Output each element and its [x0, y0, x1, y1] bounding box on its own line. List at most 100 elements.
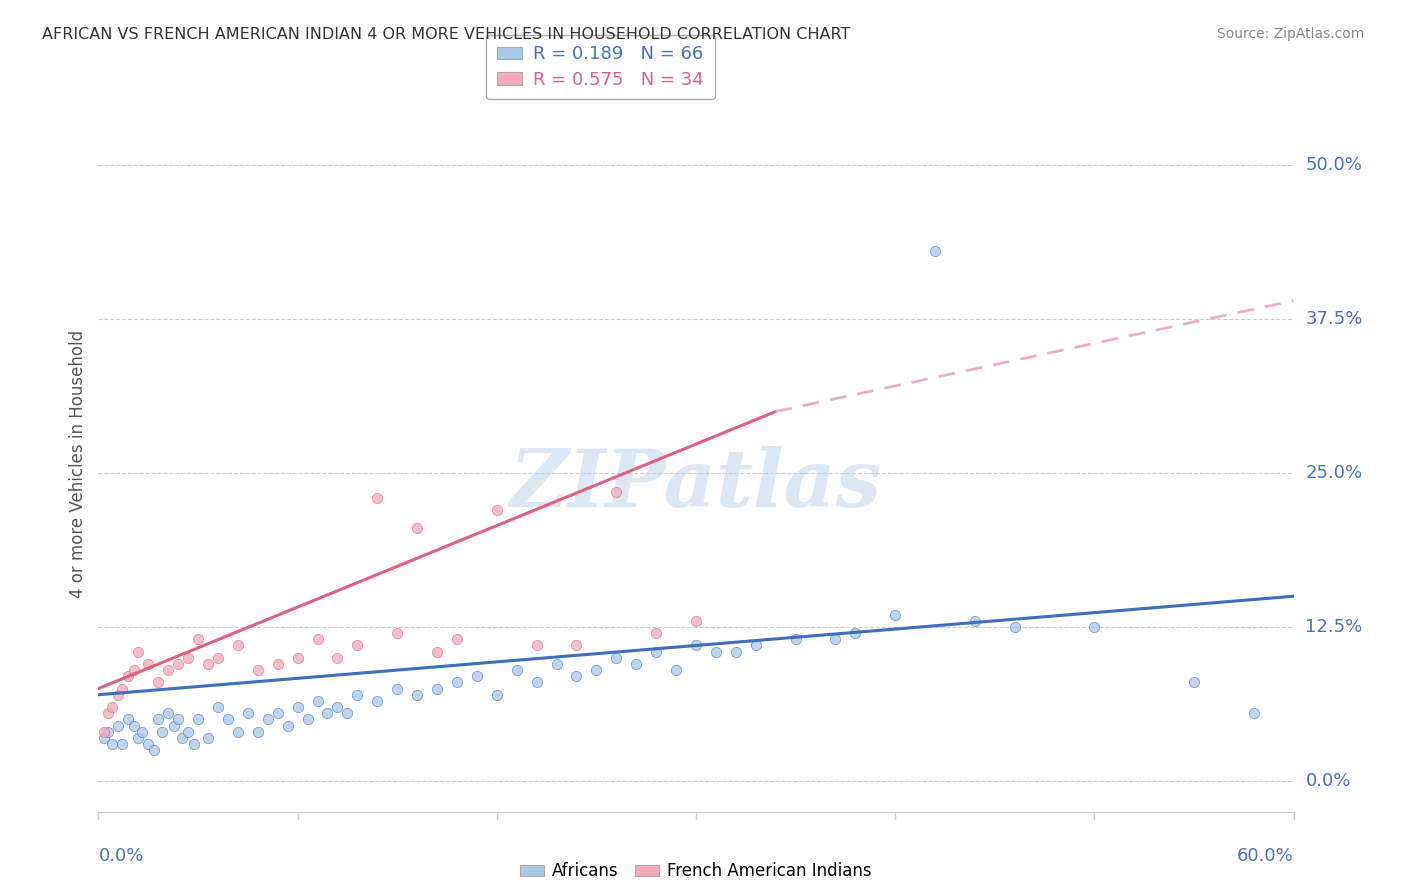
- Point: [884, 607, 907, 622]
- Point: [226, 639, 249, 653]
- Point: [117, 669, 139, 683]
- Point: [226, 724, 249, 739]
- Point: [307, 632, 329, 647]
- Point: [326, 650, 349, 665]
- Point: [624, 657, 647, 671]
- Point: [385, 626, 409, 640]
- Point: [346, 688, 368, 702]
- Point: [446, 632, 468, 647]
- Point: [267, 657, 290, 671]
- Point: [93, 724, 115, 739]
- Point: [685, 614, 707, 628]
- Point: [177, 650, 200, 665]
- Point: [124, 663, 146, 677]
- Point: [526, 675, 548, 690]
- Point: [157, 663, 180, 677]
- Point: [316, 706, 339, 721]
- Point: [246, 724, 269, 739]
- Text: 60.0%: 60.0%: [1237, 847, 1294, 864]
- Point: [163, 718, 186, 732]
- Y-axis label: 4 or more Vehicles in Household: 4 or more Vehicles in Household: [69, 330, 87, 598]
- Point: [645, 645, 668, 659]
- Point: [336, 706, 359, 721]
- Point: [465, 669, 488, 683]
- Point: [127, 645, 149, 659]
- Point: [724, 645, 747, 659]
- Point: [297, 712, 319, 726]
- Point: [236, 706, 259, 721]
- Point: [111, 681, 134, 696]
- Point: [485, 503, 508, 517]
- Point: [136, 657, 159, 671]
- Point: [605, 650, 627, 665]
- Point: [346, 639, 368, 653]
- Point: [426, 681, 449, 696]
- Point: [136, 737, 159, 751]
- Point: [197, 731, 219, 745]
- Point: [1243, 706, 1265, 721]
- Text: ZIPatlas: ZIPatlas: [510, 446, 882, 524]
- Point: [117, 712, 139, 726]
- Point: [148, 712, 170, 726]
- Point: [197, 657, 219, 671]
- Point: [704, 645, 727, 659]
- Point: [844, 626, 866, 640]
- Point: [101, 737, 124, 751]
- Point: [187, 712, 209, 726]
- Point: [131, 724, 153, 739]
- Text: AFRICAN VS FRENCH AMERICAN INDIAN 4 OR MORE VEHICLES IN HOUSEHOLD CORRELATION CH: AFRICAN VS FRENCH AMERICAN INDIAN 4 OR M…: [42, 27, 851, 42]
- Point: [924, 244, 946, 259]
- Point: [1083, 620, 1105, 634]
- Point: [446, 675, 468, 690]
- Point: [101, 700, 124, 714]
- Point: [685, 639, 707, 653]
- Point: [183, 737, 205, 751]
- Point: [148, 675, 170, 690]
- Point: [665, 663, 688, 677]
- Text: 0.0%: 0.0%: [98, 847, 143, 864]
- Point: [217, 712, 239, 726]
- Point: [645, 626, 668, 640]
- Text: 37.5%: 37.5%: [1305, 310, 1362, 328]
- Text: 12.5%: 12.5%: [1305, 618, 1362, 636]
- Point: [172, 731, 194, 745]
- Point: [287, 650, 309, 665]
- Point: [605, 484, 627, 499]
- Point: [485, 688, 508, 702]
- Point: [366, 491, 388, 505]
- Point: [406, 688, 429, 702]
- Point: [187, 632, 209, 647]
- Point: [745, 639, 768, 653]
- Point: [287, 700, 309, 714]
- Point: [150, 724, 173, 739]
- Text: Source: ZipAtlas.com: Source: ZipAtlas.com: [1216, 27, 1364, 41]
- Point: [177, 724, 200, 739]
- Point: [963, 614, 986, 628]
- Point: [824, 632, 846, 647]
- Point: [127, 731, 149, 745]
- Point: [277, 718, 299, 732]
- Point: [526, 639, 548, 653]
- Legend: Africans, French American Indians: Africans, French American Indians: [513, 855, 879, 887]
- Point: [1004, 620, 1026, 634]
- Point: [406, 521, 429, 535]
- Text: 0.0%: 0.0%: [1305, 772, 1351, 790]
- Point: [385, 681, 409, 696]
- Point: [565, 639, 588, 653]
- Point: [267, 706, 290, 721]
- Point: [167, 657, 190, 671]
- Point: [307, 694, 329, 708]
- Point: [546, 657, 568, 671]
- Point: [167, 712, 190, 726]
- Point: [256, 712, 278, 726]
- Point: [506, 663, 529, 677]
- Point: [785, 632, 807, 647]
- Point: [97, 706, 120, 721]
- Text: 50.0%: 50.0%: [1305, 156, 1362, 174]
- Text: 25.0%: 25.0%: [1305, 464, 1362, 482]
- Point: [143, 743, 166, 757]
- Point: [124, 718, 146, 732]
- Point: [585, 663, 607, 677]
- Point: [107, 688, 129, 702]
- Point: [207, 700, 229, 714]
